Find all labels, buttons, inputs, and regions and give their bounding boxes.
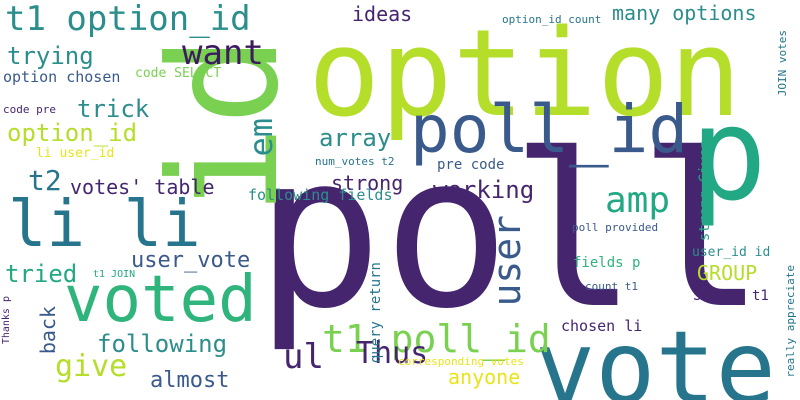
word-tried: tried (5, 260, 78, 288)
word-following: following (97, 330, 228, 358)
word-option-id: option_id (7, 119, 138, 147)
word-t2: t2 (28, 164, 62, 197)
word-user-id-id: user_id id (692, 245, 771, 260)
word-query-return: query return (368, 262, 384, 364)
word-pre-code: pre code (437, 157, 505, 173)
word-really-appreciate: really appreciate (784, 265, 797, 378)
word-t1-poll-id: t1 poll_id (322, 317, 551, 361)
word-code-pre: code pre (3, 103, 56, 116)
word-voted: voted (64, 263, 257, 337)
word-group: GROUP (697, 261, 758, 285)
word-ul: ul (283, 337, 324, 377)
word-vote: vote (535, 309, 776, 400)
word-em: em (242, 118, 280, 157)
word-trying: trying (7, 42, 94, 70)
word-li-user-id: li user_id (36, 146, 115, 161)
word-select-t1: SELECT t1 (693, 288, 769, 304)
word-t1-join: t1 JOIN (93, 269, 136, 280)
word-fields-p: fields p (573, 255, 641, 271)
word-li-li: li li (8, 188, 201, 262)
word-trick: trick (77, 95, 150, 123)
word-want: want (182, 33, 264, 73)
word-join-votes: JOIN votes (776, 30, 789, 97)
word-thanks-p: Thanks p (1, 296, 12, 345)
word-num-votes-t2: num_votes t2 (315, 155, 395, 168)
word-user: user (485, 215, 529, 307)
word-strong: strong (331, 171, 404, 195)
word-ideas: ideas (352, 2, 413, 26)
word-p: p (690, 81, 768, 230)
word-give: give (55, 349, 128, 384)
word-almost: almost (150, 368, 230, 393)
word-option-id-count: option_id count (502, 13, 602, 26)
word-back: back (36, 306, 60, 355)
word-poll-id: poll_id (410, 91, 689, 168)
word-poll: poll (255, 108, 766, 355)
word-votes-table: votes' table (70, 175, 215, 199)
word-thus: Thus (356, 336, 429, 371)
word-option-chosen: option chosen (3, 68, 121, 86)
word-option: option (308, 5, 742, 144)
word-user-vote: user_vote (131, 248, 251, 273)
word-amp: amp (605, 180, 671, 221)
word-strong-given: strong Given (697, 140, 713, 242)
word-many-options: many options (612, 1, 757, 25)
word-working: working (433, 176, 535, 204)
word-corresponding-votes: corresponding votes (398, 355, 524, 368)
word-array: array (319, 124, 392, 152)
word-poll-provided: poll provided (572, 221, 659, 234)
word-anyone: anyone (448, 365, 521, 389)
word-following-fields: following fields (248, 186, 393, 204)
word-code-select: code SELECT (135, 66, 222, 81)
word-chosen-li: chosen li (561, 317, 643, 335)
word-count-t1: count t1 (585, 280, 638, 293)
word-t1-option-id: t1 option_id (5, 0, 251, 39)
